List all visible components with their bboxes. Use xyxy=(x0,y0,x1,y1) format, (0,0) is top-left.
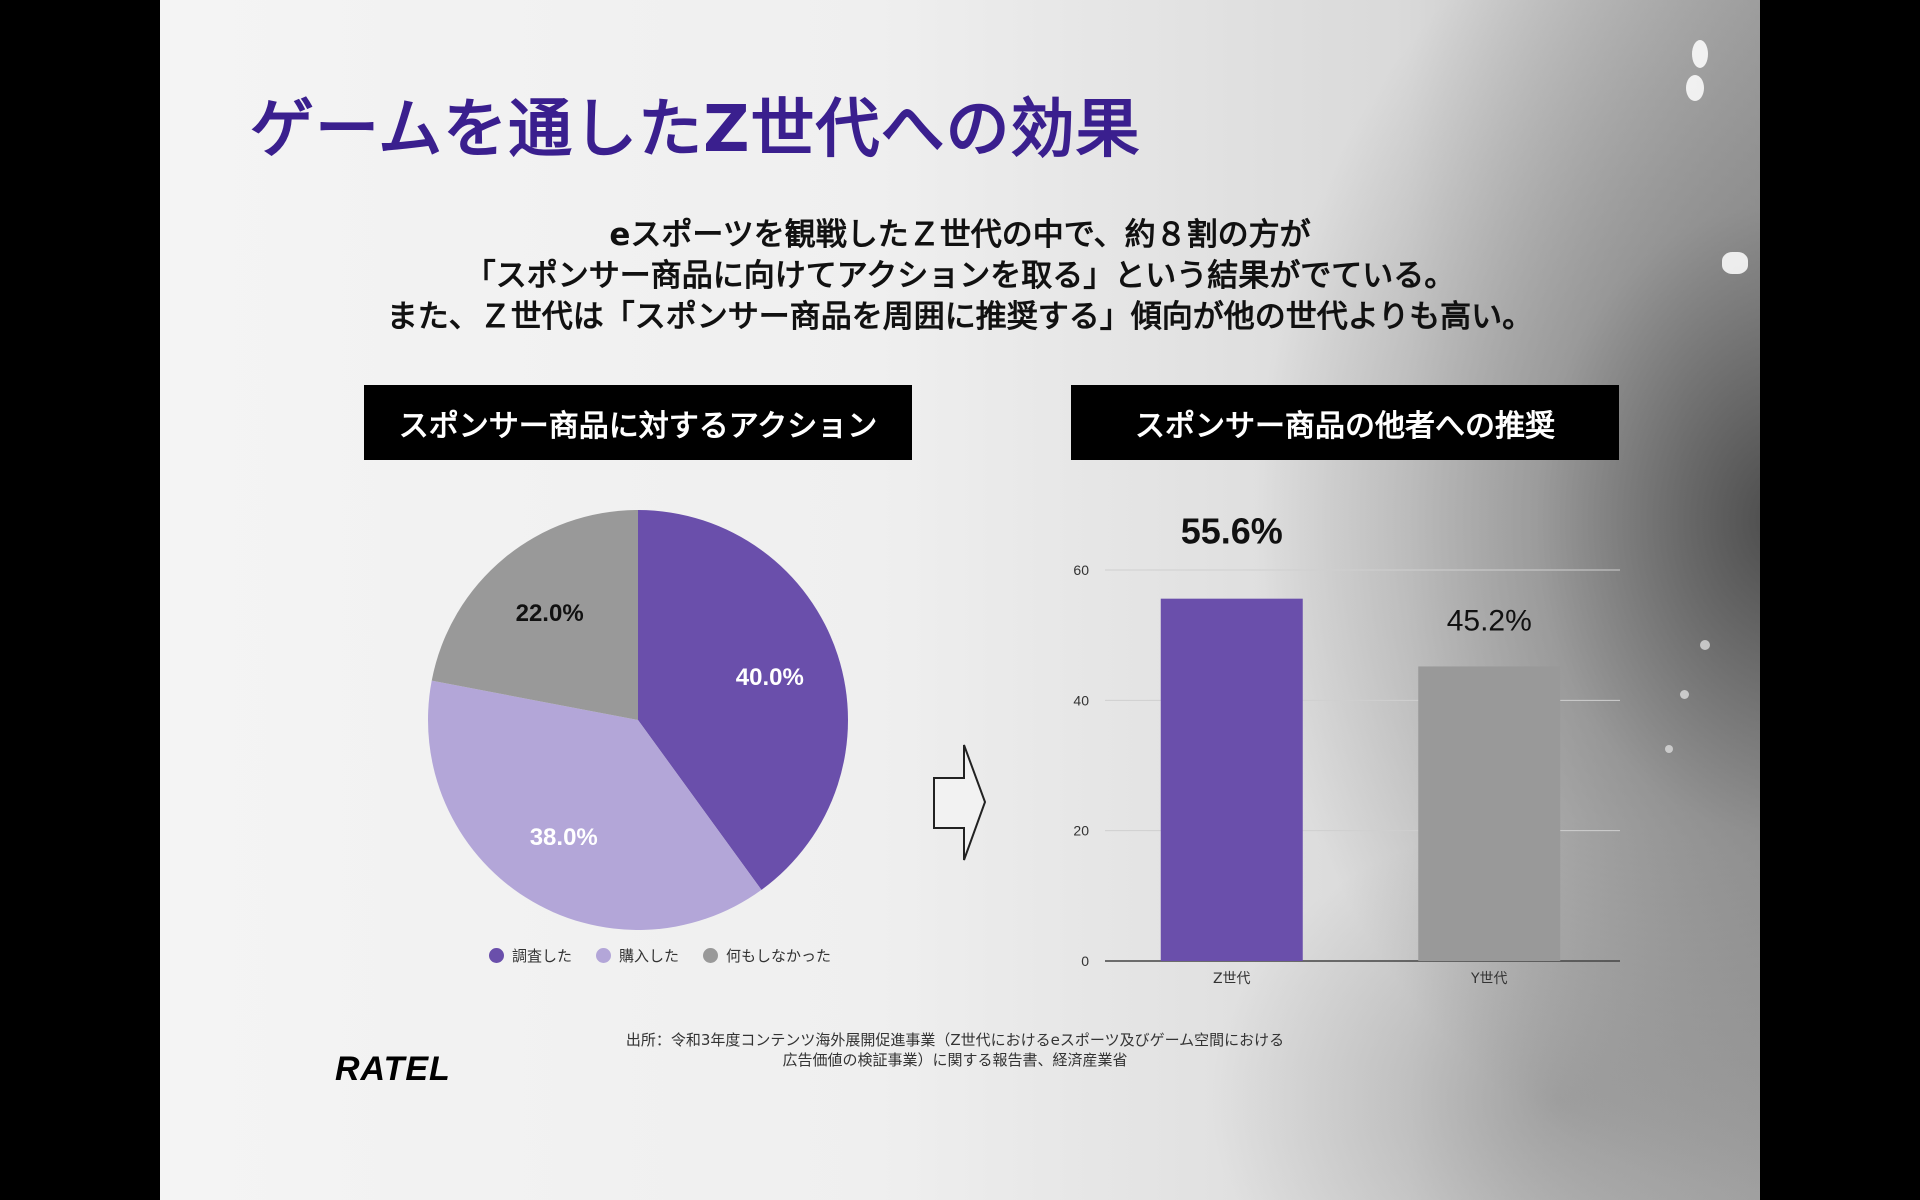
lead-text: eスポーツを観戦したＺ世代の中で、約８割の方が 「スポンサー商品に向けてアクショ… xyxy=(160,215,1760,338)
x-tick-label: Z世代 xyxy=(1213,971,1251,987)
legend-swatch xyxy=(488,948,504,963)
pie-chart: 40.0% 38.0% 22.0% xyxy=(428,510,848,930)
bar-data-label: 45.2% xyxy=(1447,604,1532,637)
legend-label: 調査した xyxy=(511,947,572,965)
slide: ゲームを通したZ世代への効果 eスポーツを観戦したＺ世代の中で、約８割の方が 「… xyxy=(160,0,1760,1200)
charts-canvas: 40.0% 38.0% 22.0% 0 20 40 60 55.6% Z世代 45.2% Y世代 xyxy=(428,510,1620,987)
decor-dot xyxy=(1700,640,1710,650)
decor-dot xyxy=(1692,40,1708,68)
legend-label: 何もしなかった xyxy=(726,947,832,965)
page-title: ゲームを通したZ世代への効果 xyxy=(250,93,1141,167)
legend-label: 購入した xyxy=(618,947,679,965)
lead-line: eスポーツを観戦したＺ世代の中で、約８割の方が xyxy=(609,217,1311,253)
legend-item: 調査した xyxy=(488,945,572,966)
decor-dot xyxy=(1665,745,1673,753)
y-tick-label: 60 xyxy=(1073,562,1089,578)
y-tick-label: 40 xyxy=(1073,692,1089,708)
pie-slice xyxy=(638,510,848,890)
bar xyxy=(1418,666,1561,961)
legend-swatch xyxy=(703,948,718,963)
bar xyxy=(1160,598,1303,961)
decor-dot xyxy=(1686,75,1704,101)
decor-dot xyxy=(1680,690,1689,699)
decor-dot xyxy=(1722,252,1748,274)
source-note: 出所：令和3年度コンテンツ海外展開促進事業（Z世代におけるeスポーツ及びゲーム空… xyxy=(600,1030,1310,1070)
pie-legend: 調査した 購入した 何もしなかった xyxy=(460,945,860,966)
right-arrow-icon xyxy=(933,744,987,861)
pie-panel-heading: スポンサー商品に対するアクション xyxy=(364,385,912,460)
source-line: 出所：令和3年度コンテンツ海外展開促進事業（Z世代におけるeスポーツ及びゲーム空… xyxy=(625,1031,1285,1049)
x-tick-label: Y世代 xyxy=(1470,971,1508,987)
pie-data-label: 22.0% xyxy=(516,600,584,627)
pie-data-label: 38.0% xyxy=(530,824,598,851)
pie-slice xyxy=(431,510,638,720)
legend-item: 何もしなかった xyxy=(703,945,831,966)
bar-chart: 0 20 40 60 55.6% Z世代 45.2% Y世代 xyxy=(1073,511,1620,987)
ratel-logo: RATEL xyxy=(335,1050,451,1088)
bar-panel-heading: スポンサー商品の他者への推奨 xyxy=(1071,385,1619,460)
y-tick-label: 20 xyxy=(1073,823,1089,839)
lead-line: また、Ｚ世代は「スポンサー商品を周囲に推奨する」傾向が他の世代よりも高い。 xyxy=(386,299,1534,335)
source-line: 広告価値の検証事業）に関する報告書、経済産業省 xyxy=(782,1051,1128,1069)
bar-data-label: 55.6% xyxy=(1181,511,1283,552)
pie-data-label: 40.0% xyxy=(736,664,804,691)
pie-slice xyxy=(428,680,762,930)
legend-swatch xyxy=(595,948,611,963)
lead-line: 「スポンサー商品に向けてアクションを取る」という結果がでている。 xyxy=(464,258,1456,294)
legend-item: 購入した xyxy=(595,945,679,966)
y-tick-label: 0 xyxy=(1081,953,1089,969)
